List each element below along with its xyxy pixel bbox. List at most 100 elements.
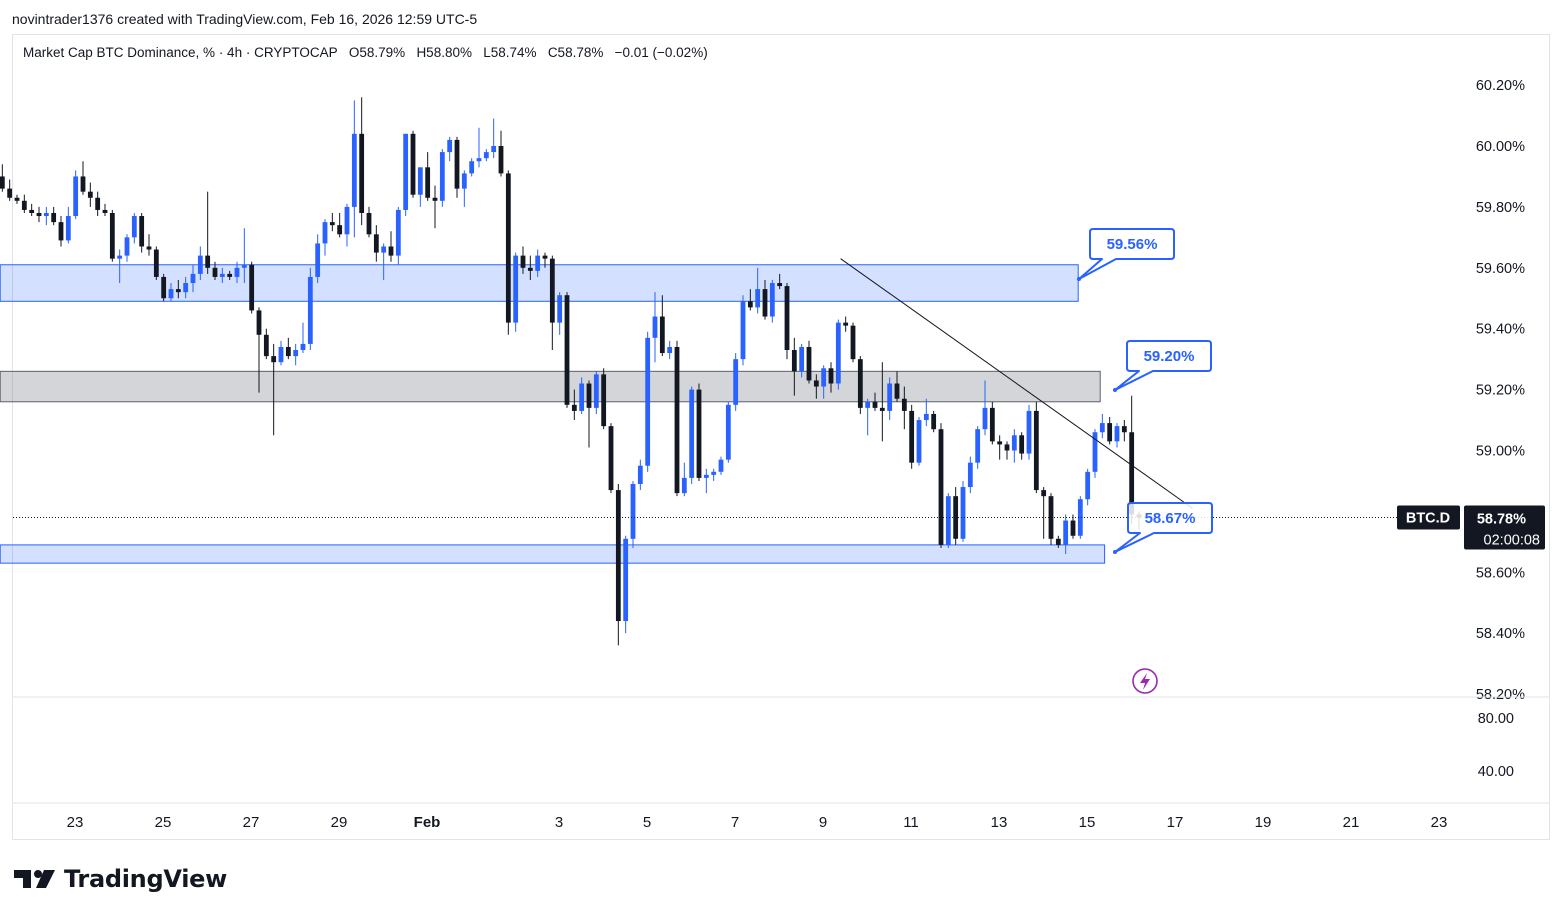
trendline[interactable] <box>840 258 1193 509</box>
candle <box>674 340 680 497</box>
x-axis-tick-label: 13 <box>991 814 1008 831</box>
candle-body <box>843 322 849 326</box>
price-callout[interactable]: 58.67% <box>1113 502 1213 554</box>
candle <box>769 279 775 323</box>
candle <box>1107 417 1113 445</box>
candle <box>73 170 79 220</box>
candle <box>997 435 1003 460</box>
candle-body <box>784 286 790 351</box>
candle-body <box>190 273 196 284</box>
candle-body <box>307 276 313 344</box>
x-axis-tick-label: 29 <box>331 814 348 831</box>
candle <box>718 456 724 475</box>
chart-frame <box>12 34 1550 840</box>
candle <box>799 343 805 378</box>
candle <box>403 133 409 217</box>
candle-body <box>124 237 130 256</box>
candle-body <box>205 255 211 268</box>
last-price-value: 58.78% <box>1477 511 1526 527</box>
candle <box>153 246 159 280</box>
candle <box>498 130 504 177</box>
candle-body <box>65 216 71 241</box>
callout-label: 59.20% <box>1144 348 1195 365</box>
candle <box>806 340 812 384</box>
candle-body <box>813 380 819 387</box>
candle <box>821 365 827 399</box>
candle <box>271 343 277 436</box>
candle <box>161 273 167 302</box>
candle <box>315 234 321 284</box>
candle-body <box>564 295 570 405</box>
callout-anchor <box>1113 388 1117 392</box>
sub-pane-tick-label: 40.00 <box>1478 764 1514 780</box>
candle-body <box>1011 435 1017 451</box>
candle-body <box>923 413 929 421</box>
candle <box>175 279 181 299</box>
candle <box>1092 429 1098 478</box>
candle-body <box>769 283 775 317</box>
candle <box>615 483 621 646</box>
candle <box>916 417 922 466</box>
candle-body <box>527 267 533 271</box>
candle-body <box>1121 426 1127 433</box>
candle <box>388 231 394 262</box>
x-axis-tick-label: 7 <box>731 814 739 831</box>
symbol-description[interactable]: Market Cap BTC Dominance, % · 4h · CRYPT… <box>23 45 338 60</box>
candle-body <box>850 325 856 360</box>
candle <box>58 216 64 247</box>
legend-close: C58.78% <box>547 45 604 60</box>
candle-body <box>175 289 181 293</box>
symbol-price-label[interactable]: BTC.D <box>1397 505 1460 530</box>
candle-body <box>1004 444 1010 451</box>
candle-body <box>491 146 497 153</box>
candle-body <box>571 404 577 411</box>
candle <box>564 292 570 408</box>
candle <box>843 316 849 332</box>
candle <box>491 118 497 159</box>
candle <box>623 535 629 634</box>
candle <box>337 212 343 238</box>
candle <box>36 206 42 223</box>
candle-body <box>337 225 343 235</box>
x-axis-tick-label: 9 <box>819 814 827 831</box>
candle-body <box>80 176 86 192</box>
candle-body <box>153 249 159 277</box>
candle <box>953 487 959 545</box>
candle <box>975 426 981 469</box>
bar-countdown: 02:00:08 <box>1484 532 1540 548</box>
y-axis-tick-label: 59.00% <box>1476 444 1525 460</box>
tradingview-logo-icon <box>14 870 55 888</box>
tradingview-logo[interactable]: TradingView <box>14 864 227 894</box>
legend-change: −0.01 (−0.02%) <box>614 45 708 60</box>
candle <box>747 289 753 311</box>
candle <box>813 374 819 399</box>
candle-body <box>674 346 680 494</box>
lightning-icon-ring <box>1132 668 1158 694</box>
y-axis-tick-label: 59.80% <box>1476 200 1525 216</box>
candle <box>527 255 533 280</box>
candle <box>755 267 761 314</box>
legend-open: O58.79% <box>348 45 406 60</box>
candle-body <box>476 158 482 162</box>
candle <box>293 343 299 366</box>
mid-zone[interactable] <box>0 370 1101 403</box>
candle <box>1041 487 1047 539</box>
support-zone[interactable] <box>0 544 1106 564</box>
candle <box>982 380 988 436</box>
candle <box>593 371 599 414</box>
candle <box>102 203 108 217</box>
lightning-icon[interactable] <box>1132 668 1158 694</box>
candle <box>469 158 475 177</box>
candle-body <box>439 152 445 201</box>
price-callout[interactable]: 59.56% <box>1077 228 1175 281</box>
last-price-label[interactable]: 58.78% 02:00:08 <box>1464 505 1545 550</box>
candle-body <box>945 496 951 545</box>
candle-body <box>161 276 167 299</box>
price-callout[interactable]: 59.20% <box>1113 340 1212 392</box>
candle <box>227 270 233 280</box>
candle-body <box>1129 432 1135 515</box>
candle <box>938 423 944 548</box>
candle <box>894 371 900 402</box>
candle-body <box>58 222 64 241</box>
